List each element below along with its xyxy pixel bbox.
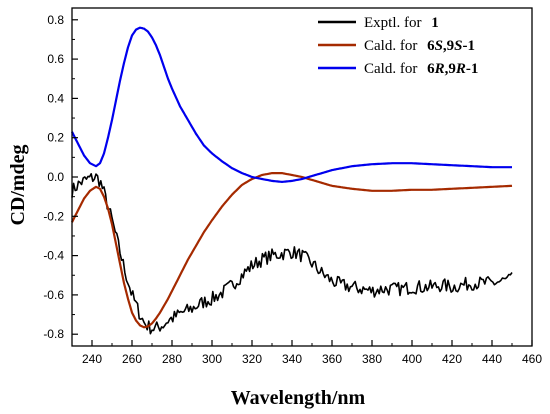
x-axis-title: Wavelength/nm (231, 387, 366, 409)
legend-label-3: Cald. for 6R,9R-1 (364, 61, 478, 77)
y-tick-label: -0.6 (43, 288, 64, 302)
legend: Exptl. for 1 Cald. for 6S,9S-1 Cald. for 6… (318, 15, 478, 77)
tick-labels: 240 260 280 300 320 340 360 380 400 420 440 460 -0.8… (43, 13, 542, 366)
series-line-1 (71, 173, 513, 335)
x-tick-label: 400 (402, 352, 422, 366)
y-tick-label: 0.4 (47, 91, 64, 105)
legend-label-1: Exptl. for 1 (364, 15, 439, 31)
x-tick-label: 440 (482, 352, 502, 366)
x-tick-label: 300 (202, 352, 222, 366)
plot-lines (71, 26, 513, 335)
x-tick-label: 380 (362, 352, 382, 366)
y-axis-title: CD/mdeg (7, 144, 29, 225)
y-tick-label: 0.8 (47, 13, 64, 27)
x-tick-label: 460 (522, 352, 542, 366)
x-tick-label: 280 (162, 352, 182, 366)
x-tick-label: 260 (122, 352, 142, 366)
ticks (72, 19, 533, 346)
x-tick-label: 360 (322, 352, 342, 366)
x-tick-label: 240 (82, 352, 102, 366)
x-tick-label: 320 (242, 352, 262, 366)
y-tick-label: 0.2 (47, 131, 64, 145)
series-line-3 (71, 26, 513, 183)
y-tick-label: -0.4 (43, 249, 64, 263)
y-tick-label: -0.2 (43, 209, 64, 223)
legend-label-2: Cald. for 6S,9S-1 (364, 38, 475, 54)
series-line-2 (71, 172, 513, 329)
x-tick-label: 420 (442, 352, 462, 366)
x-tick-label: 340 (282, 352, 302, 366)
y-tick-label: -0.8 (43, 327, 64, 341)
y-tick-label: 0.6 (47, 52, 64, 66)
y-tick-label: 0.0 (47, 170, 64, 184)
